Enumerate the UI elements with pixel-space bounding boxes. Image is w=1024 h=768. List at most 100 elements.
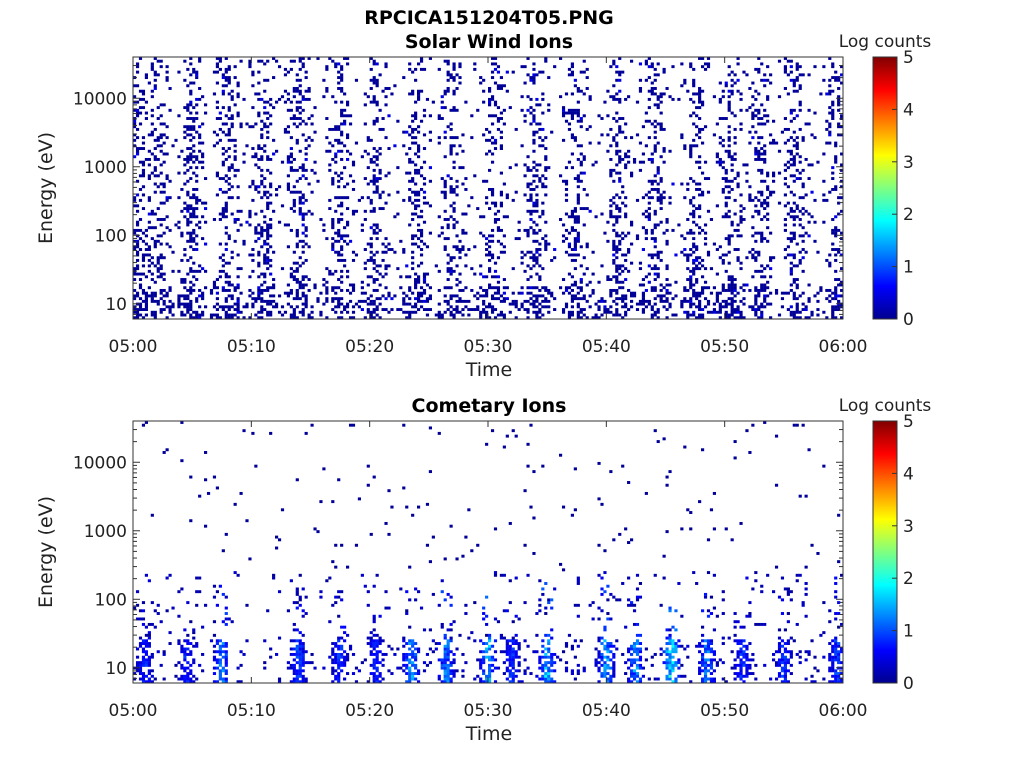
heatmap-cell (221, 89, 225, 93)
heatmap-cell (502, 291, 506, 295)
heatmap-cell (570, 299, 574, 303)
heatmap-cell (526, 308, 530, 312)
heatmap-cell (334, 297, 338, 301)
heatmap-cell (417, 294, 421, 298)
heatmap-cell (579, 119, 583, 123)
heatmap-cell (505, 196, 509, 200)
heatmap-cell (621, 297, 625, 301)
heatmap-cell (573, 248, 577, 251)
heatmap-cell (198, 97, 202, 101)
heatmap-cell (263, 122, 267, 126)
heatmap-cell (698, 117, 702, 120)
heatmap-cell (334, 642, 338, 645)
heatmap-cell (795, 67, 799, 71)
heatmap-cell (280, 305, 285, 309)
heatmap-cell (221, 253, 225, 257)
heatmap-cell (559, 174, 563, 178)
heatmap-cell (727, 286, 731, 290)
heatmap-cell (757, 190, 761, 194)
heatmap-cell (180, 459, 184, 463)
heatmap-cell (295, 294, 299, 298)
heatmap-cell (825, 141, 829, 145)
heatmap-cell (532, 228, 536, 232)
heatmap-cell (695, 305, 699, 309)
heatmap-cell (295, 592, 299, 596)
heatmap-cell (517, 291, 521, 295)
heatmap-cell (473, 294, 477, 298)
heatmap-cell (221, 288, 225, 292)
heatmap-cell (195, 644, 199, 648)
heatmap-cell (464, 305, 468, 309)
heatmap-cell (437, 316, 441, 320)
heatmap-cell (215, 57, 219, 60)
heatmap-cell (576, 218, 580, 221)
heatmap-cell (340, 67, 344, 71)
heatmap-cell (334, 595, 338, 599)
heatmap-cell (440, 100, 444, 104)
heatmap-cell (446, 70, 450, 74)
heatmap-cell (618, 297, 622, 301)
heatmap-cell (189, 286, 193, 290)
heatmap-cell (180, 188, 184, 191)
heatmap-cell (375, 149, 379, 153)
heatmap-cell (689, 228, 693, 232)
heatmap-cell (186, 193, 190, 197)
heatmap-cell (538, 179, 542, 183)
heatmap-cell (304, 234, 308, 238)
heatmap-cell (482, 215, 486, 219)
heatmap-cell (754, 299, 758, 303)
heatmap-cell (337, 297, 341, 301)
heatmap-cell (505, 286, 509, 290)
heatmap-cell (482, 672, 486, 676)
heatmap-cell (195, 242, 199, 246)
heatmap-cell (535, 313, 539, 317)
heatmap-cell (485, 152, 489, 156)
heatmap-cell (514, 299, 518, 303)
heatmap-cell (135, 62, 140, 66)
heatmap-cell (532, 253, 536, 257)
heatmap-cell (493, 67, 498, 71)
heatmap-cell (369, 642, 373, 645)
heatmap-cell (366, 242, 370, 246)
heatmap-cell (485, 313, 489, 317)
heatmap-cell (414, 141, 418, 145)
heatmap-cell (567, 160, 572, 164)
heatmap-cell (304, 283, 308, 287)
heatmap-cell (218, 672, 222, 676)
heatmap-cell (650, 253, 654, 257)
heatmap-cell (564, 119, 569, 123)
heatmap-cell (189, 166, 193, 170)
heatmap-cell (133, 95, 137, 99)
heatmap-cell (825, 119, 829, 123)
heatmap-cell (754, 114, 758, 118)
heatmap-cell (269, 647, 273, 651)
heatmap-cell (443, 633, 447, 637)
heatmap-cell (165, 226, 169, 230)
heatmap-cell (428, 297, 432, 301)
heatmap-cell (141, 655, 146, 659)
heatmap-cell (698, 127, 702, 131)
heatmap-cell (795, 147, 799, 150)
heatmap-cell (378, 302, 382, 306)
heatmap-cell (263, 215, 267, 219)
heatmap-cell (526, 291, 530, 295)
heatmap-cell (168, 299, 172, 303)
heatmap-cell (576, 87, 580, 90)
heatmap-cell (576, 313, 580, 317)
heatmap-cell (375, 81, 379, 85)
heatmap-cell (269, 226, 273, 230)
heatmap-cell (272, 305, 276, 309)
heatmap-cell (742, 297, 746, 301)
heatmap-cell (354, 78, 359, 82)
heatmap-cell (156, 136, 160, 140)
heatmap-cell (532, 294, 536, 298)
heatmap-cell (766, 201, 770, 205)
heatmap-cell (224, 663, 228, 667)
heatmap-cell (422, 114, 427, 118)
heatmap-cell (588, 305, 592, 309)
heatmap-cell (786, 245, 790, 249)
heatmap-cell (138, 218, 143, 221)
heatmap-cell (594, 160, 598, 164)
heatmap-cell (751, 234, 755, 238)
heatmap-cell (834, 76, 838, 80)
